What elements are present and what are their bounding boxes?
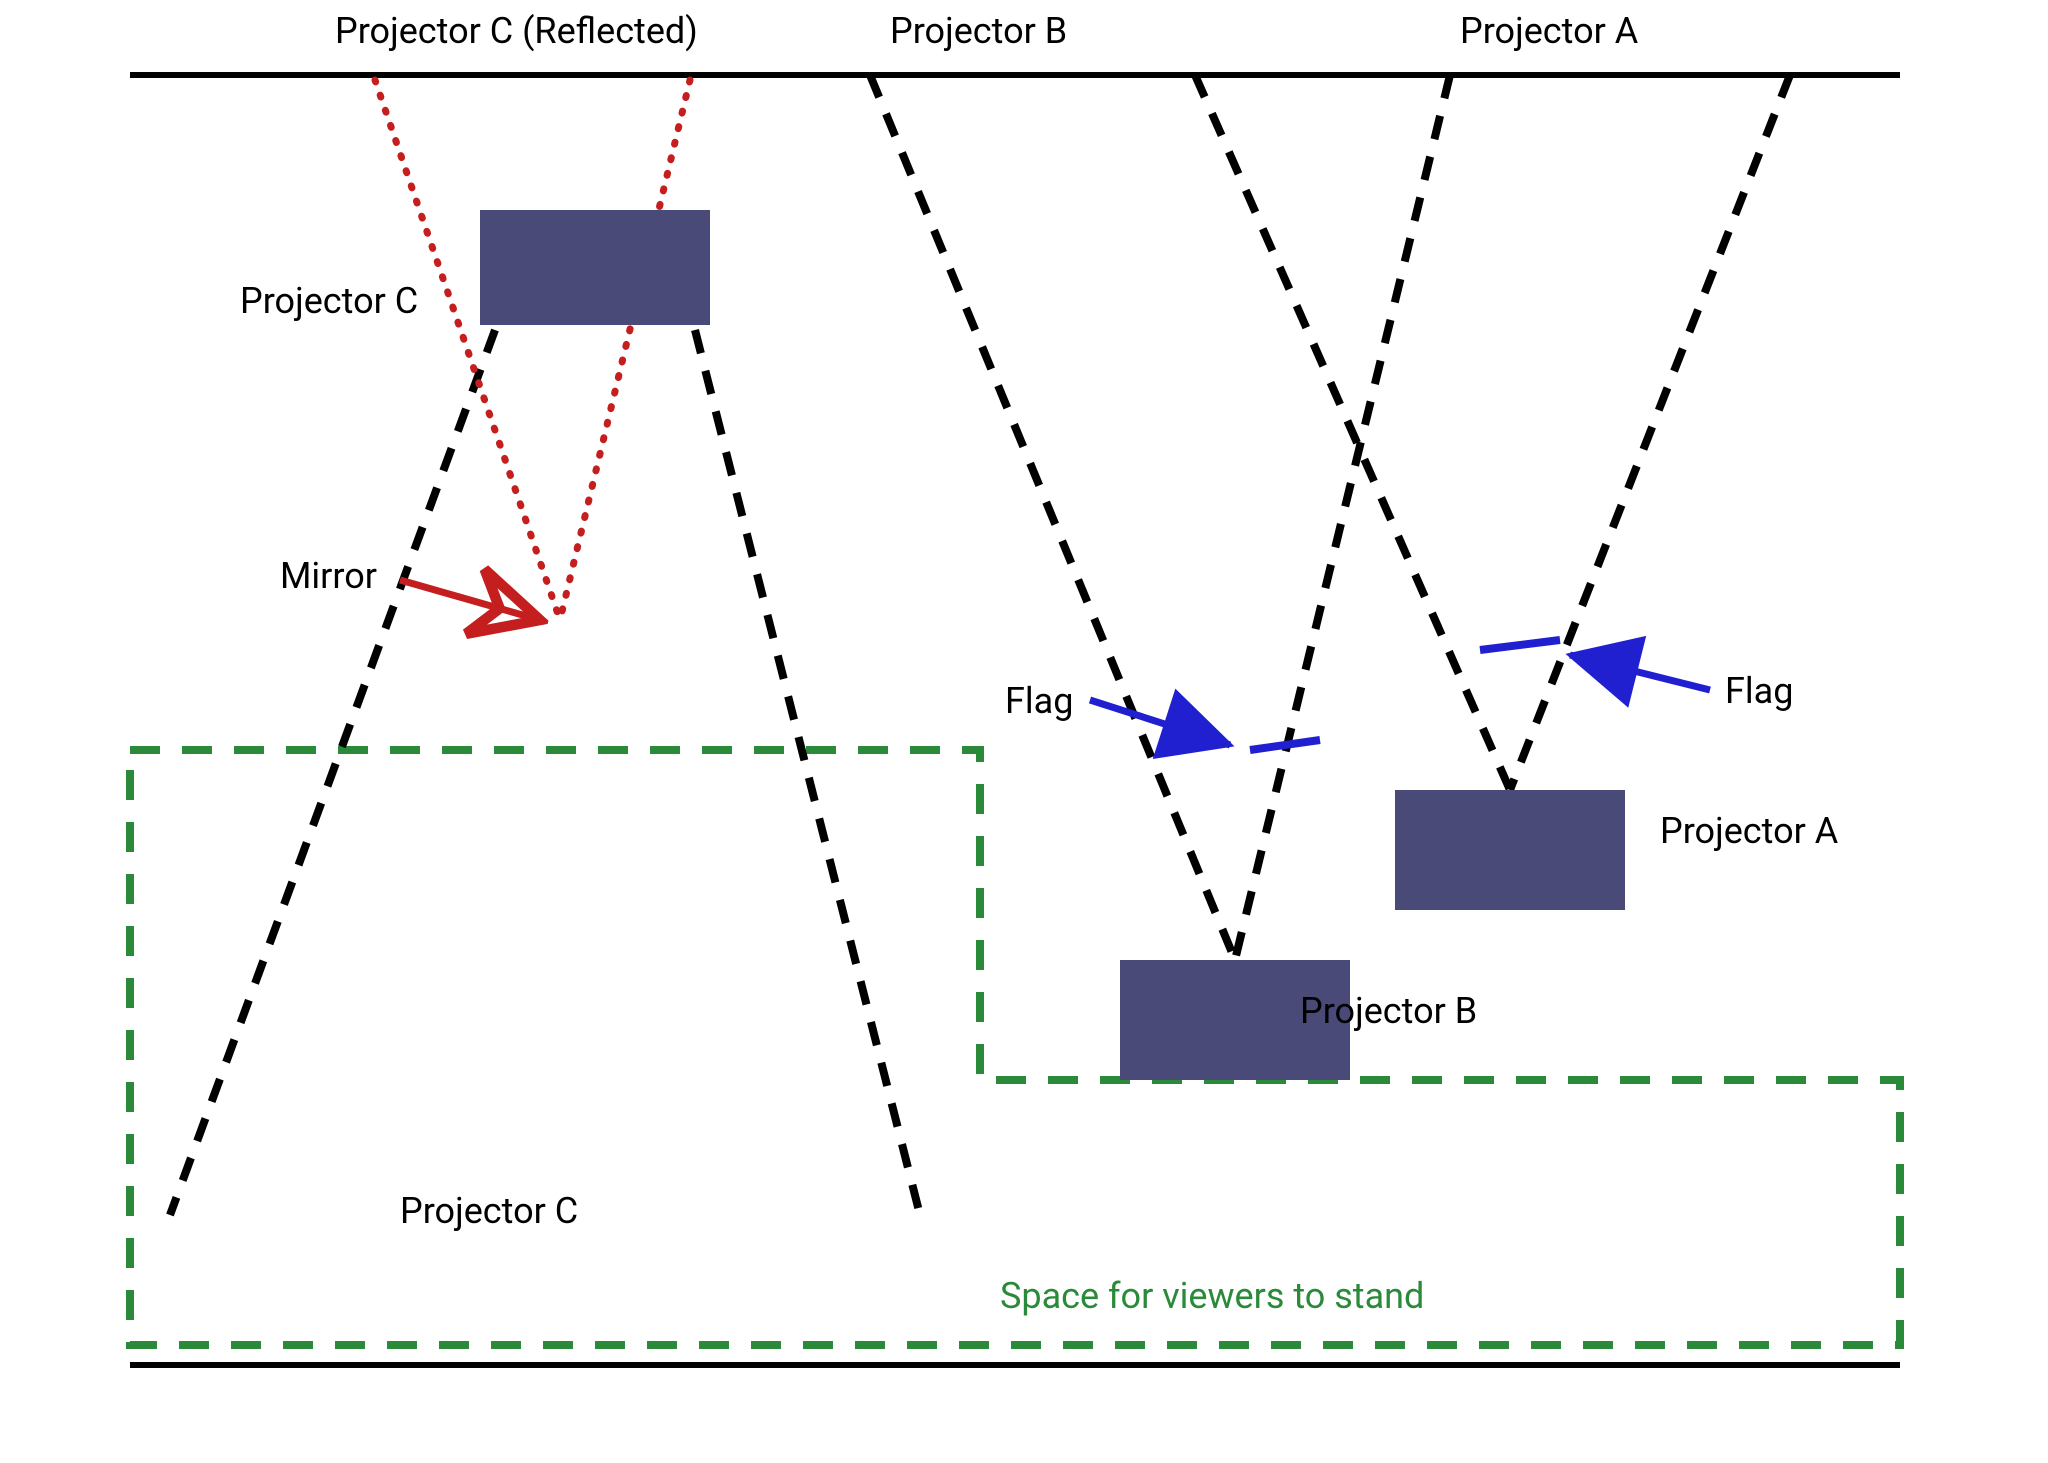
red-beam-right (560, 80, 690, 620)
flag-arrow-right (1570, 655, 1710, 690)
projector-a-box (1395, 790, 1625, 910)
red-beam-left (375, 80, 560, 620)
label-viewer-space: Space for viewers to stand (1000, 1275, 1424, 1317)
beam-c-right (695, 330, 920, 1215)
label-proj-c-bottom: Projector C (400, 1190, 578, 1232)
flag-arrow-left (1090, 700, 1230, 745)
label-proj-c-reflected: Projector C (Reflected) (335, 10, 698, 52)
label-proj-c-side: Projector C (240, 280, 418, 322)
mirror-arrow (400, 580, 540, 620)
label-proj-b-side: Projector B (1300, 990, 1477, 1032)
label-flag-left: Flag (1005, 680, 1073, 722)
label-flag-right: Flag (1725, 670, 1793, 712)
diagram-canvas: Projector C (Reflected) Projector B Proj… (0, 0, 2048, 1463)
viewer-space-outline (130, 750, 1900, 1345)
flag-bar-right (1480, 640, 1560, 650)
diagram-svg (0, 0, 2048, 1463)
flag-bar-left (1250, 740, 1320, 750)
projector-c-box (480, 210, 710, 325)
beam-a-left (1195, 75, 1510, 790)
beam-b-left (870, 75, 1235, 960)
label-proj-a-side: Projector A (1660, 810, 1838, 852)
beam-c-left (170, 330, 495, 1215)
label-proj-b-top: Projector B (890, 10, 1067, 52)
label-mirror: Mirror (280, 555, 377, 597)
label-proj-a-top: Projector A (1460, 10, 1638, 52)
